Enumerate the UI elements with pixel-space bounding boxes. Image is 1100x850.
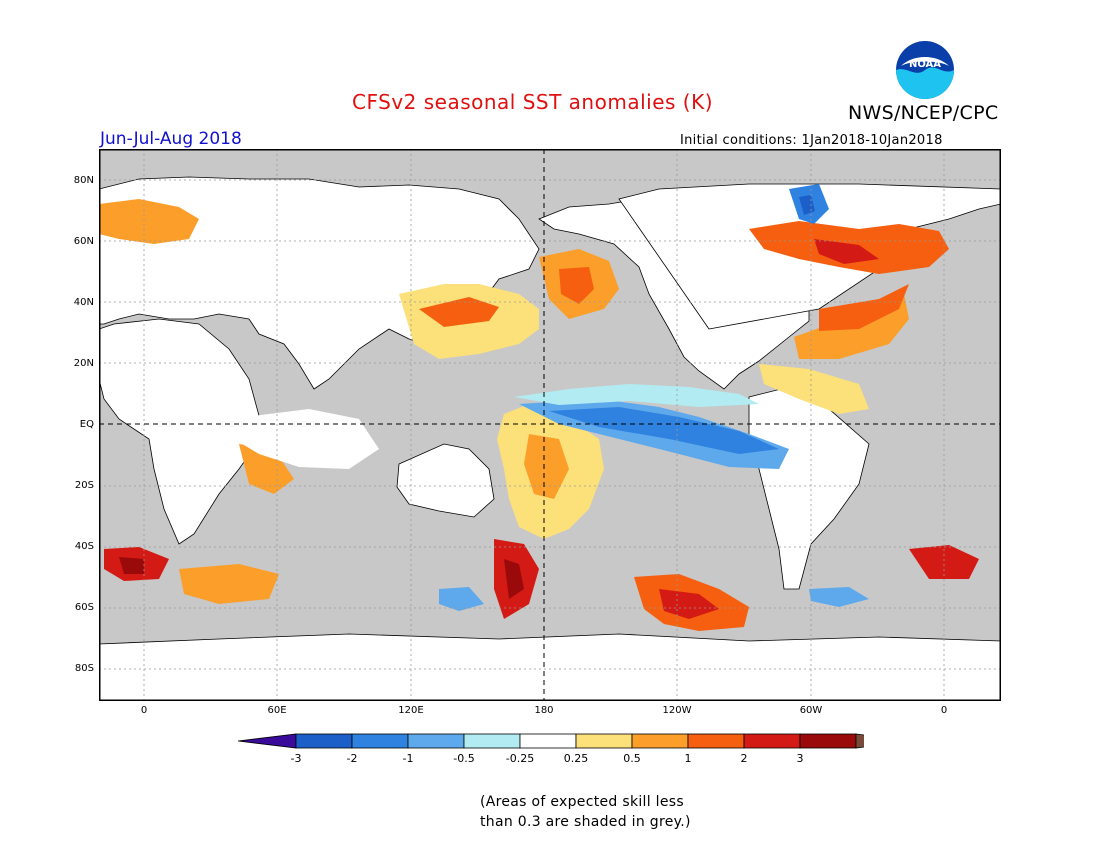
lat-label-40n: 40N (73, 297, 94, 308)
graticule (99, 149, 1001, 701)
lat-label-eq: EQ (79, 419, 94, 430)
colorbar-label: 3 (796, 752, 804, 765)
anomaly-shading (99, 184, 979, 631)
lon-label-180: 180 (534, 705, 554, 716)
colorbar-swatch (743, 733, 801, 749)
lon-label-0-east: 0 (940, 705, 948, 716)
australia (396, 443, 495, 518)
initial-conditions-label: Initial conditions: 1Jan2018-10Jan2018 (680, 133, 943, 148)
lat-label-80n: 80N (73, 175, 94, 186)
colorbar-swatch (463, 733, 521, 749)
colorbar-label: 1 (684, 752, 692, 765)
colorbar-label: 0.5 (623, 752, 641, 765)
lat-label-60n: 60N (73, 236, 94, 247)
map-title: CFSv2 seasonal SST anomalies (K) (352, 90, 713, 114)
colorbar-swatch (687, 733, 745, 749)
noaa-logo: NOAA (896, 41, 954, 99)
colorbar (238, 733, 864, 749)
map-frame (99, 149, 1001, 701)
antarctica (99, 633, 1001, 701)
season-label: Jun-Jul-Aug 2018 (100, 129, 242, 149)
skill-note-line-2: than 0.3 are shaded in grey.) (480, 814, 691, 830)
noaa-logo-text: NOAA (909, 59, 941, 70)
organization-label: NWS/NCEP/CPC (848, 102, 999, 124)
colorbar-arrow-low (238, 733, 297, 749)
lat-label-80s: 80S (74, 663, 94, 674)
lat-label-20s: 20S (74, 480, 94, 491)
colorbar-swatch (799, 733, 857, 749)
colorbar-label: -0.5 (453, 752, 475, 765)
colorbar-swatch (631, 733, 689, 749)
colorbar-label: -2 (346, 752, 358, 765)
colorbar-swatch (295, 733, 353, 749)
skill-note: (Areas of expected skill less than 0.3 a… (480, 792, 691, 832)
lat-label-40s: 40S (74, 541, 94, 552)
lon-label-120w: 120W (662, 705, 692, 716)
colorbar-label: -3 (290, 752, 302, 765)
colorbar-swatch (351, 733, 409, 749)
colorbar-label: 0.25 (563, 752, 589, 765)
skill-note-line-1: (Areas of expected skill less (480, 794, 684, 810)
africa (99, 318, 265, 545)
colorbar-label: -0.25 (505, 752, 535, 765)
lon-label-120e: 120E (398, 705, 424, 716)
lat-label-60s: 60S (74, 602, 94, 613)
south-america (748, 386, 870, 590)
lon-label-60e: 60E (267, 705, 287, 716)
sst-anomaly-map (99, 149, 1001, 701)
colorbar-arrow-high (855, 733, 864, 749)
colorbar-swatch (519, 733, 577, 749)
colorbar-swatch (407, 733, 465, 749)
lon-label-60w: 60W (799, 705, 823, 716)
colorbar-label: 2 (740, 752, 748, 765)
colorbar-swatch (575, 733, 633, 749)
lat-label-20n: 20N (73, 358, 94, 369)
lon-label-0: 0 (140, 705, 148, 716)
colorbar-label: -1 (402, 752, 414, 765)
